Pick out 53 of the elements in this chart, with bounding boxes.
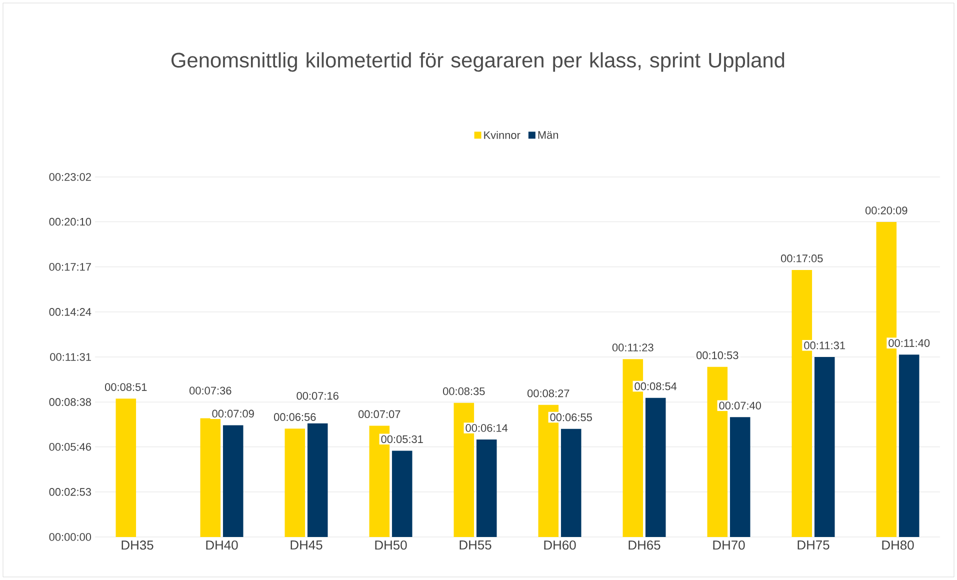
data-label: 00:17:05 — [780, 254, 823, 262]
legend-label: Män — [538, 131, 558, 139]
data-label: 00:06:55 — [550, 413, 592, 422]
data-label: 00:10:53 — [696, 351, 738, 360]
data-label: 00:11:31 — [804, 342, 845, 350]
y-tick-label: 00:14:24 — [49, 308, 92, 316]
y-tick-label: 00:05:46 — [49, 442, 91, 451]
x-tick-label: DH80 — [882, 540, 914, 550]
data-label: 00:07:09 — [212, 410, 254, 418]
data-label: 00:11:40 — [888, 339, 930, 347]
x-tick-label: DH70 — [713, 540, 745, 550]
bar — [116, 398, 136, 537]
bar — [560, 428, 582, 537]
y-tick-label: 00:17:17 — [49, 262, 91, 271]
data-label: 00:05:31 — [381, 435, 423, 444]
data-label: 00:06:56 — [274, 413, 316, 421]
bar — [392, 450, 412, 537]
bar — [898, 354, 920, 537]
legend-label: Kvinnor — [484, 130, 520, 140]
chart-title: Genomsnittlig kilometertid för segararen per klass, sprint Uppland — [171, 52, 784, 72]
x-tick-label: DH65 — [628, 540, 660, 550]
data-label: 00:07:36 — [189, 386, 232, 395]
bar — [645, 398, 666, 537]
x-tick-label: DH60 — [544, 540, 576, 550]
data-label: 00:07:16 — [296, 392, 338, 400]
x-tick-label: DH55 — [460, 540, 492, 550]
x-tick-label: DH45 — [290, 540, 322, 550]
x-tick-label: DH35 — [122, 540, 154, 550]
bar — [307, 423, 328, 537]
bar — [476, 440, 497, 537]
y-tick-label: 00:23:02 — [49, 173, 91, 181]
x-tick-label: DH40 — [206, 540, 238, 550]
bar — [200, 418, 221, 537]
x-tick-label: DH50 — [375, 540, 407, 550]
data-label: 00:08:35 — [442, 387, 485, 396]
y-tick-label: 00:11:31 — [50, 353, 91, 361]
data-label: 00:06:14 — [466, 424, 508, 432]
x-tick-label: DH75 — [798, 540, 830, 550]
bar — [730, 417, 750, 537]
bar — [284, 428, 306, 537]
data-label: 00:07:40 — [719, 402, 761, 410]
y-tick-label: 00:00:00 — [49, 533, 92, 541]
data-label: 00:20:09 — [865, 206, 908, 214]
bar — [814, 356, 835, 537]
data-label: 00:08:51 — [104, 383, 147, 391]
y-tick-label: 00:02:53 — [49, 488, 91, 496]
data-label: 00:08:54 — [634, 382, 677, 390]
data-label: 00:07:07 — [358, 410, 400, 418]
y-tick-label: 00:20:10 — [49, 218, 92, 226]
data-label: 00:08:27 — [527, 389, 570, 398]
data-label: 00:11:23 — [612, 344, 654, 352]
bar — [222, 425, 244, 537]
y-tick-label: 00:08:38 — [49, 398, 91, 406]
